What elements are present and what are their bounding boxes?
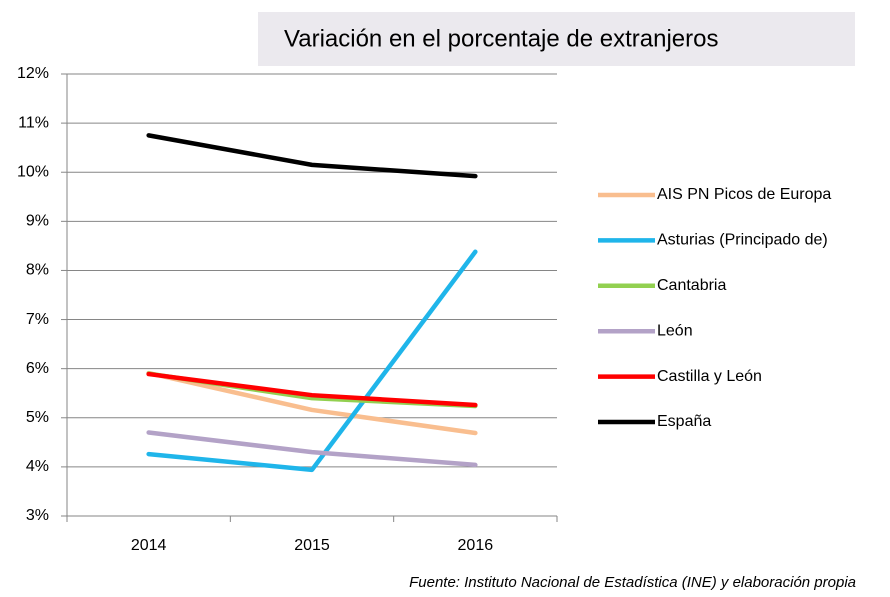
y-tick-label: 12% (17, 65, 49, 82)
legend-label: Cantabria (657, 277, 726, 294)
x-tick-label: 2014 (131, 537, 167, 554)
source-note: Fuente: Instituto Nacional de Estadístic… (409, 574, 856, 591)
legend-label: España (657, 413, 711, 430)
legend-label: Castilla y León (657, 368, 762, 385)
legend-label: Asturias (Principado de) (657, 232, 828, 249)
series-line (146, 133, 478, 179)
series-line (146, 249, 478, 473)
y-tick-label: 7% (26, 311, 49, 328)
series-line (146, 370, 478, 436)
y-tick-label: 9% (26, 213, 49, 230)
x-tick-label: 2016 (458, 537, 494, 554)
series-line (146, 371, 478, 408)
y-tick-label: 6% (26, 360, 49, 377)
y-tick-label: 4% (26, 458, 49, 475)
legend-label: León (657, 322, 693, 339)
y-tick-label: 10% (17, 163, 49, 180)
x-tick-label: 2015 (294, 537, 330, 554)
y-tick-label: 8% (26, 262, 49, 279)
legend-label: AIS PN Picos de Europa (657, 186, 831, 203)
y-tick-label: 3% (26, 507, 49, 524)
series-line (146, 430, 478, 468)
y-tick-label: 11% (18, 114, 49, 131)
y-tick-label: 5% (26, 409, 49, 426)
title-box (258, 12, 855, 66)
chart-title: Variación en el porcentaje de extranjero… (284, 25, 718, 52)
